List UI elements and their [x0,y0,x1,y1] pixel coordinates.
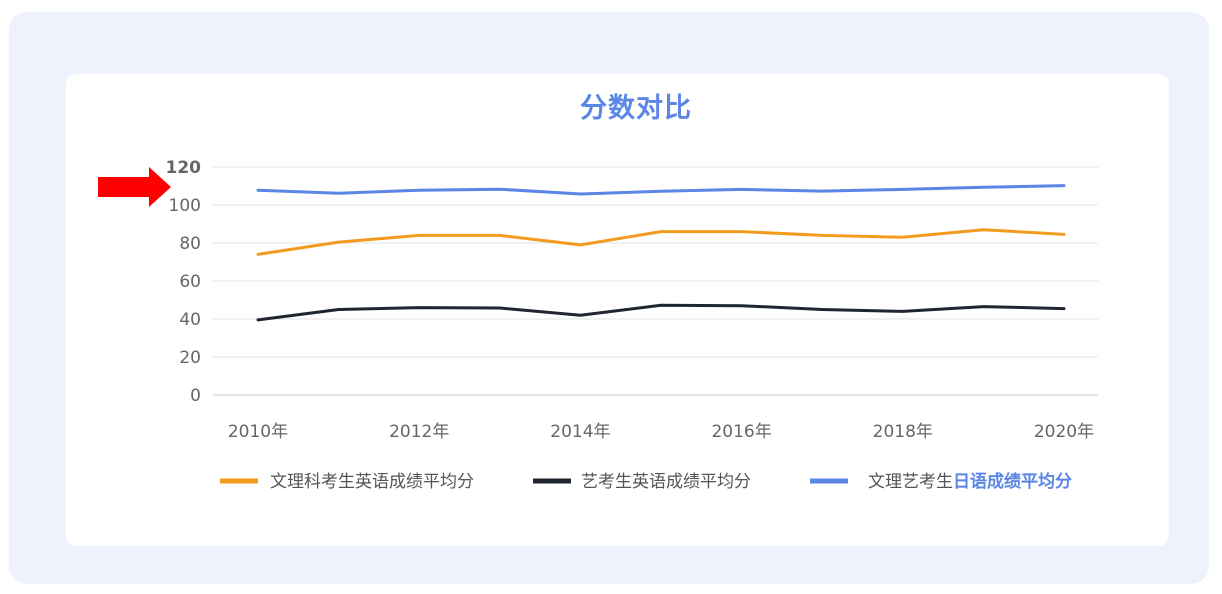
y-tick-label: 60 [179,272,201,292]
y-tick-label: 100 [169,196,201,216]
x-axis-ticks: 2010年 2012年 2014年 2016年 2018年 2020年 [228,422,1094,442]
x-tick-label: 2010年 [228,422,288,442]
y-tick-label-highlight: 120 [166,158,202,178]
x-tick-label: 2020年 [1034,422,1094,442]
legend-label: 文理科考生英语成绩平均分 [270,472,474,492]
grid-lines [213,166,1098,396]
series-line [256,303,1066,322]
legend-label: 文理艺考生日语成绩平均分 [868,471,1072,492]
chart-title: 分数对比 [580,93,692,124]
legend-item[interactable]: 艺考生英语成绩平均分 [533,472,751,492]
legend-item[interactable]: 文理科考生英语成绩平均分 [220,472,474,492]
series-lines [256,184,1066,322]
y-tick-label: 0 [190,386,201,406]
x-tick-label: 2012年 [389,422,449,442]
legend-item[interactable]: 文理艺考生日语成绩平均分 [810,471,1072,492]
series-line [256,228,1066,256]
x-tick-label: 2016年 [711,422,771,442]
y-tick-label: 40 [179,310,201,330]
legend[interactable]: 文理科考生英语成绩平均分 艺考生英语成绩平均分 文理艺考生日语成绩平均分 [220,471,1072,492]
y-tick-label: 80 [179,234,201,254]
highlight-arrow-icon [98,167,171,207]
x-tick-label: 2014年 [550,422,610,442]
y-tick-label: 20 [179,348,201,368]
legend-label: 艺考生英语成绩平均分 [581,472,751,492]
x-tick-label: 2018年 [873,422,933,442]
y-axis-ticks: 0 20 40 60 80 100 120 [166,158,202,406]
series-line [256,184,1066,196]
